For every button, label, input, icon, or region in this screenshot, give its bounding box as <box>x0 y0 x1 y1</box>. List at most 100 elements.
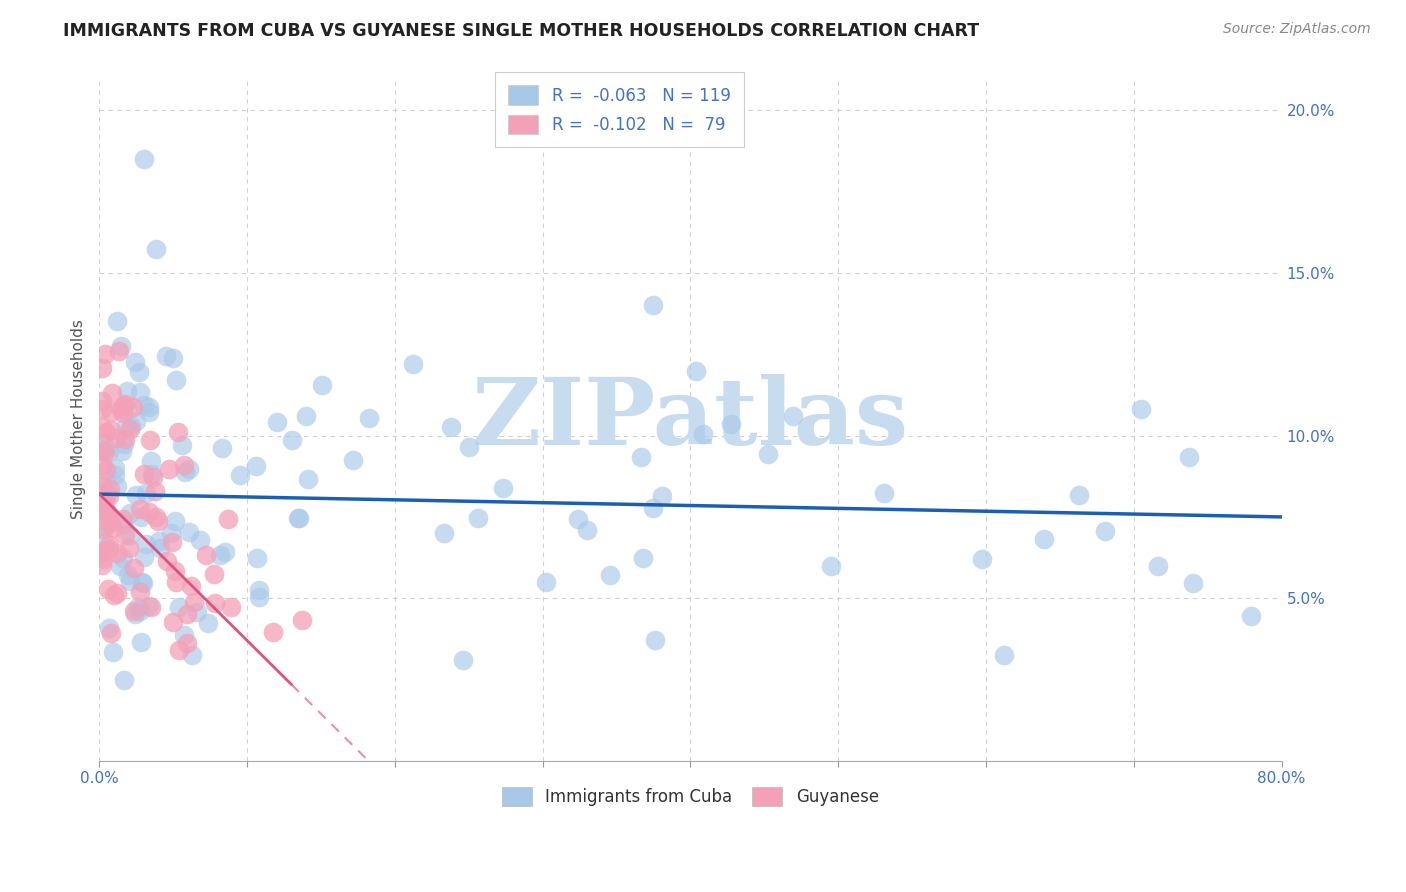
Point <box>219 600 242 615</box>
Point <box>170 438 193 452</box>
Point <box>458 441 481 455</box>
Point <box>93 436 115 450</box>
Point <box>110 401 132 416</box>
Point <box>202 566 225 581</box>
Point <box>104 467 127 482</box>
Point <box>132 152 155 166</box>
Point <box>204 596 226 610</box>
Point <box>105 546 128 560</box>
Point <box>112 550 135 565</box>
Point <box>288 511 311 525</box>
Point <box>100 423 122 437</box>
Point <box>174 466 197 480</box>
Point <box>91 546 114 560</box>
Point <box>108 344 131 359</box>
Point <box>94 491 117 506</box>
Point <box>97 621 120 635</box>
Point <box>440 420 463 434</box>
Point <box>1146 558 1168 573</box>
Point <box>98 510 121 524</box>
Point <box>93 519 115 533</box>
Point <box>165 575 187 590</box>
Point <box>117 384 139 399</box>
Point <box>186 605 208 619</box>
Point <box>122 604 145 618</box>
Point <box>125 414 148 428</box>
Point <box>165 564 187 578</box>
Point <box>110 339 132 353</box>
Point <box>120 419 142 434</box>
Point <box>262 625 284 640</box>
Point <box>970 551 993 566</box>
Text: ZIPatlas: ZIPatlas <box>472 375 910 464</box>
Point <box>114 517 136 532</box>
Point <box>114 419 136 434</box>
Point <box>131 575 153 590</box>
Point <box>111 443 134 458</box>
Point <box>134 398 156 412</box>
Point <box>148 534 170 549</box>
Point <box>112 399 135 413</box>
Point <box>644 633 666 648</box>
Point <box>122 561 145 575</box>
Point <box>211 442 233 456</box>
Point <box>111 512 134 526</box>
Point <box>135 485 157 500</box>
Point <box>155 349 177 363</box>
Point <box>97 489 120 503</box>
Text: Source: ZipAtlas.com: Source: ZipAtlas.com <box>1223 22 1371 37</box>
Point <box>94 425 117 440</box>
Point <box>534 575 557 590</box>
Point <box>160 534 183 549</box>
Point <box>97 542 120 557</box>
Point <box>93 443 115 458</box>
Point <box>98 516 121 530</box>
Point <box>138 405 160 419</box>
Point <box>139 433 162 447</box>
Point <box>157 462 180 476</box>
Point <box>1178 450 1201 464</box>
Point <box>114 396 136 410</box>
Point <box>176 636 198 650</box>
Point <box>209 548 232 562</box>
Point <box>180 579 202 593</box>
Point <box>820 558 842 573</box>
Point <box>91 420 114 434</box>
Point <box>173 458 195 472</box>
Point <box>162 615 184 629</box>
Point <box>105 586 128 600</box>
Point <box>1129 401 1152 416</box>
Point <box>311 378 333 392</box>
Point <box>132 549 155 564</box>
Point <box>179 525 201 540</box>
Point <box>165 373 187 387</box>
Point <box>297 472 319 486</box>
Point <box>643 501 665 516</box>
Point <box>402 357 425 371</box>
Point <box>180 648 202 663</box>
Point <box>195 549 218 563</box>
Point <box>575 524 598 538</box>
Point <box>97 582 120 596</box>
Point <box>104 460 127 475</box>
Point <box>139 454 162 468</box>
Point <box>291 613 314 627</box>
Point <box>872 486 894 500</box>
Point <box>138 599 160 614</box>
Point <box>91 443 114 458</box>
Point <box>105 314 128 328</box>
Point <box>166 425 188 439</box>
Point <box>357 411 380 425</box>
Point <box>93 543 115 558</box>
Point <box>197 615 219 630</box>
Point <box>125 488 148 502</box>
Point <box>132 467 155 482</box>
Point <box>163 514 186 528</box>
Point <box>599 568 621 582</box>
Point <box>651 489 673 503</box>
Point <box>149 541 172 556</box>
Point <box>1181 575 1204 590</box>
Point <box>91 394 114 409</box>
Point <box>1240 608 1263 623</box>
Point <box>156 554 179 568</box>
